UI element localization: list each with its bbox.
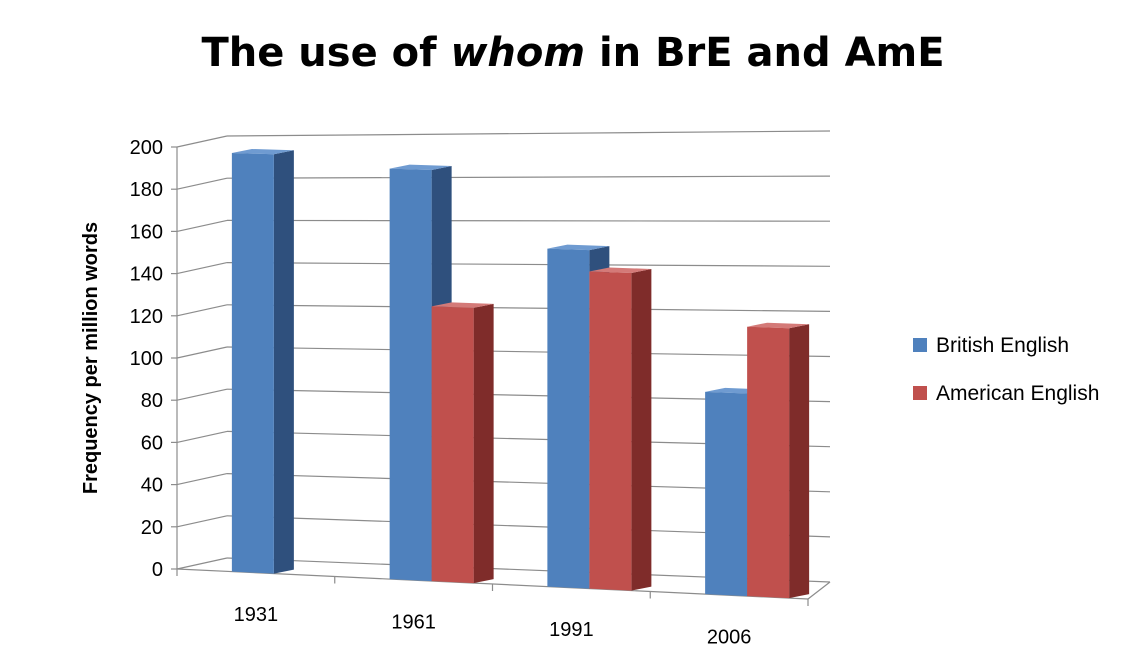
gridline-side <box>176 304 228 317</box>
bar-front <box>705 391 748 597</box>
bar-side <box>473 303 494 584</box>
bar-american-english-1991 <box>589 267 652 591</box>
y-tick-label: 200 <box>130 137 163 159</box>
y-tick-label: 0 <box>152 559 163 581</box>
bar-front <box>431 306 474 584</box>
y-tick-labels: 0 20 40 60 80 100 120 140 160 180 200 <box>130 137 163 581</box>
gridline <box>226 219 831 222</box>
y-axis-label: Frequency per million words <box>80 222 102 494</box>
gridline-side <box>176 515 228 528</box>
legend-label: American English <box>936 382 1099 405</box>
y-tick-label: 60 <box>141 432 163 454</box>
y-tick-label: 140 <box>130 264 163 286</box>
x-tick-label: 1931 <box>234 604 279 626</box>
gridline-side <box>176 388 228 401</box>
gridline-side <box>176 135 228 148</box>
y-tick-label: 40 <box>141 475 163 497</box>
gridline <box>226 304 831 312</box>
bar-side <box>789 324 810 599</box>
legend: British English American English <box>913 334 1099 405</box>
y-tick-label: 100 <box>130 348 163 370</box>
bar-front <box>747 326 790 599</box>
legend-item: British English <box>913 334 1069 357</box>
bar-front <box>589 271 632 591</box>
bar-american-english-2006 <box>747 322 810 599</box>
bar-front <box>389 168 432 582</box>
bar-front <box>547 248 590 589</box>
bar-british-english-1931 <box>231 148 294 574</box>
bar-top <box>547 244 610 251</box>
gridline <box>226 346 831 358</box>
gridline <box>226 175 831 179</box>
legend-label: British English <box>936 334 1069 357</box>
title-part-3: in BrE and AmE <box>585 30 945 76</box>
legend-item: American English <box>913 382 1099 405</box>
gridline-side <box>176 219 228 232</box>
gridline-side <box>176 473 228 486</box>
title-part-1: The use of <box>201 30 450 76</box>
y-tick-label: 80 <box>141 390 163 412</box>
legend-swatch <box>913 386 927 400</box>
y-tick-label: 180 <box>130 179 163 201</box>
legend-swatch <box>913 338 927 352</box>
bars <box>231 148 810 599</box>
gridline <box>226 130 831 137</box>
gridline-side <box>176 346 228 359</box>
y-tick-label: 160 <box>130 221 163 243</box>
gridline-side <box>176 430 228 443</box>
bar-top <box>231 148 294 155</box>
x-tick-label: 1991 <box>549 619 594 641</box>
axes <box>171 146 831 606</box>
gridline-side <box>176 557 228 570</box>
bar-side <box>631 268 652 591</box>
gridline-side <box>176 177 228 190</box>
y-tick-label: 120 <box>130 306 163 328</box>
bar-top <box>431 302 494 308</box>
gridline-side <box>176 262 228 275</box>
bar-american-english-1961 <box>431 302 494 584</box>
x-tick-labels: 1931 1961 1991 2006 <box>234 604 752 649</box>
y-tick-label: 20 <box>141 517 163 539</box>
bar-front <box>231 152 274 574</box>
chart-title: The use of whom in BrE and AmE <box>201 30 944 76</box>
x-tick-label: 2006 <box>707 626 752 648</box>
x-tick-label: 1961 <box>391 611 436 633</box>
bar-top <box>589 267 652 273</box>
bar-side <box>273 150 294 574</box>
bar-top <box>389 164 452 170</box>
x-axis-depth-line <box>807 581 831 600</box>
bar-top <box>747 322 810 329</box>
title-part-2: whom <box>450 30 585 76</box>
gridline <box>226 262 831 267</box>
gridlines <box>176 130 831 583</box>
